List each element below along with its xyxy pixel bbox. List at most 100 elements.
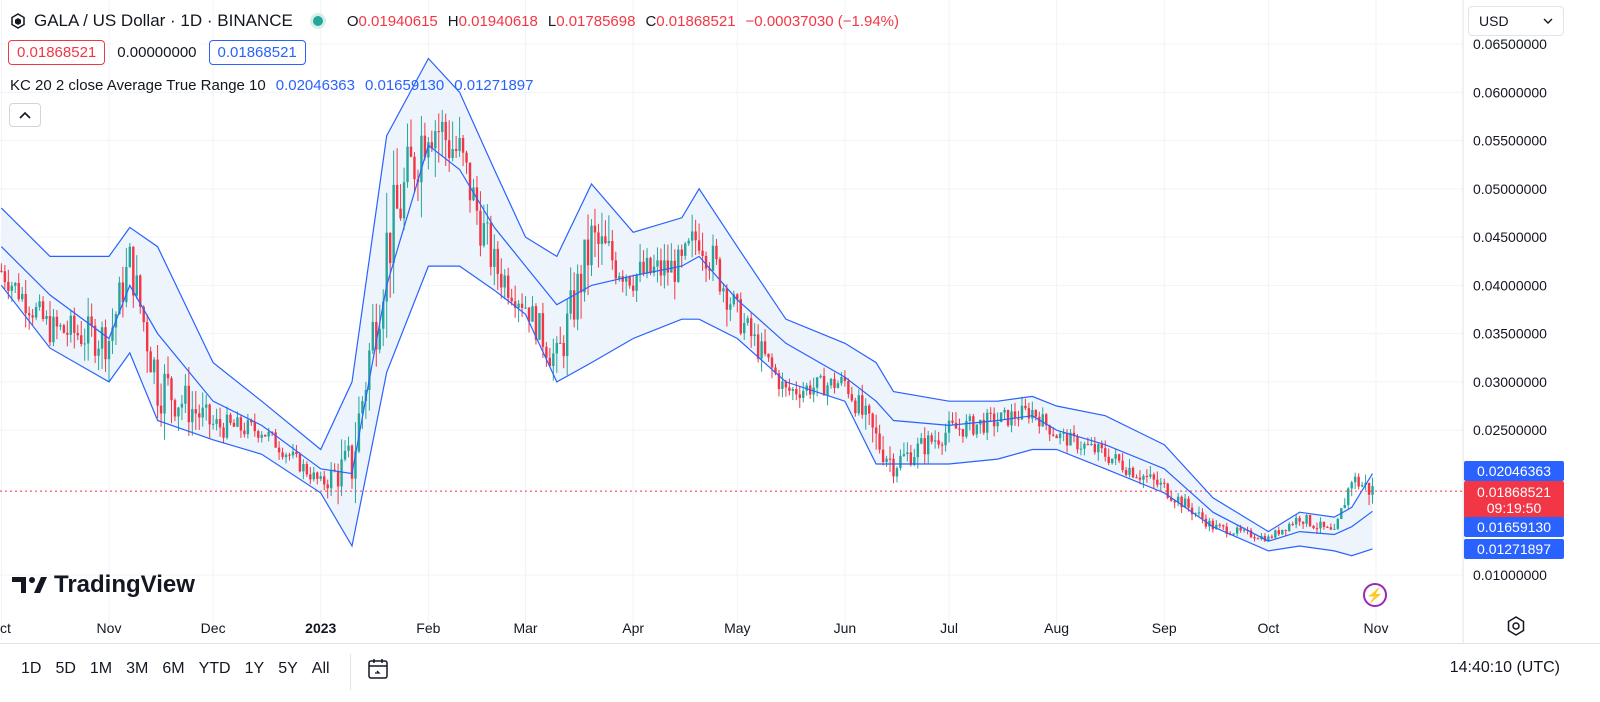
time-tick-label: Nov [1364,620,1389,636]
candle-body [871,413,874,428]
buy-price-button[interactable]: 0.01868521 [208,40,306,65]
indicator-legend[interactable]: KC 20 2 close Average True Range 10 0.02… [10,77,533,94]
candle-body [618,276,621,279]
candle-body [593,225,597,233]
candle-body [142,306,145,323]
candle-body [1333,528,1336,530]
range-3m[interactable]: 3M [126,660,149,677]
candle-body [1128,467,1131,475]
range-1m[interactable]: 1M [89,660,113,677]
range-1y[interactable]: 1Y [244,660,265,677]
calendar-goto-icon[interactable] [366,657,390,681]
indicator-name[interactable]: KC 20 2 close Average True Range 10 [10,77,266,94]
candle-body [38,301,41,307]
candle-body [347,445,350,451]
last-price-value: 0.01868521 [1477,484,1551,500]
candle-body [694,231,697,241]
time-tick-label: 2023 [305,620,336,636]
candle-body [107,341,111,360]
candle-body [1329,527,1333,530]
time-tick-label: Oct [1258,620,1280,636]
candle-body [711,245,715,271]
candle-body [569,290,572,314]
candle-body [1225,526,1228,535]
settings-icon[interactable] [1506,616,1526,636]
candle-body [135,275,138,296]
candle-body [392,184,395,264]
currency-select[interactable]: USD [1468,6,1564,36]
lightning-icon[interactable]: ⚡ [1363,583,1387,607]
candle-body [489,222,493,267]
utc-clock[interactable]: 14:40:10 (UTC) [1449,659,1560,676]
range-5d[interactable]: 5D [55,660,76,677]
high-key: H [447,12,459,30]
keltner-lower-line [0,265,1373,557]
candle-body [975,424,979,435]
symbol-title[interactable]: GALA / US Dollar · 1D · BINANCE [34,11,293,30]
candle-body [1291,523,1294,525]
candle-body [638,261,642,275]
candle-body [902,454,906,456]
candle-body [232,422,236,427]
candle-body [649,257,652,273]
range-all[interactable]: All [311,660,330,677]
candle-body [215,419,218,424]
tradingview-logo-icon [12,577,47,593]
range-1d[interactable]: 1D [21,660,42,677]
collapse-legend-button[interactable] [9,103,41,127]
range-5y[interactable]: 5Y [278,660,298,677]
candle-body [895,468,899,477]
price-tick-label: 0.05500000 [1473,133,1547,149]
candle-body [954,422,958,429]
candle-body [1218,524,1221,526]
candle-body [1308,515,1312,527]
gala-logo-icon [11,13,25,29]
candle-body [83,343,86,345]
candle-body [1301,521,1305,524]
time-tick-label: Jul [940,620,958,636]
candle-body [1034,409,1038,417]
range-6m[interactable]: 6M [162,660,185,677]
candle-body [97,348,100,356]
candle-body [1114,454,1117,459]
candle-body [1138,477,1142,480]
candle-body [923,438,926,455]
candle-body [906,452,909,455]
candle-body [1013,411,1017,419]
candle-body [472,187,475,201]
candle-body [743,322,746,334]
candle-body [1315,528,1319,530]
candle-body [177,407,180,417]
sell-price-button[interactable]: 0.01868521 [8,40,106,65]
range-ytd[interactable]: YTD [198,660,231,677]
candle-body [93,325,97,356]
candle-body [76,332,79,336]
candle-body [1110,458,1114,464]
candle-body [1367,482,1371,495]
candle-body [1277,530,1281,535]
candle-body [187,385,191,423]
candle-body [309,474,312,480]
tradingview-logo[interactable]: TradingView [12,571,195,599]
candle-body [1121,460,1124,471]
candle-body [756,334,760,359]
candle-body [1055,435,1058,439]
candle-body [1222,525,1225,527]
candle-body [645,257,649,274]
candle-body [718,259,722,292]
candle-body [104,327,107,360]
candle-body [965,420,968,437]
candle-body [725,288,729,310]
chevron-down-icon [1543,18,1553,24]
candle-body [236,417,239,427]
time-tick-label: Apr [622,620,644,636]
candle-body [1124,470,1128,475]
candle-body [1093,443,1097,453]
candle-body [1065,432,1069,446]
candle-body [406,146,409,183]
candle-body [1100,444,1103,449]
candle-body [538,313,541,340]
candle-body [298,454,302,472]
candle-body [111,327,114,342]
